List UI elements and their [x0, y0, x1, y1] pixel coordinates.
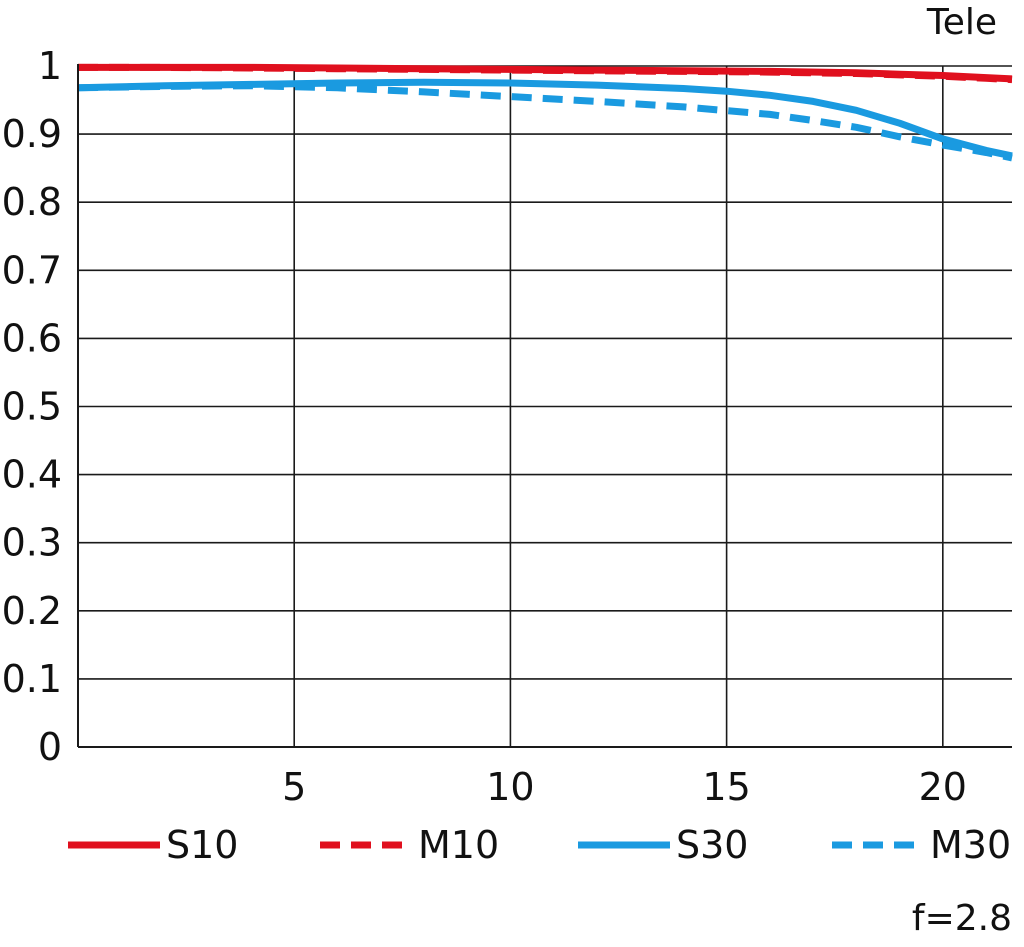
x-tick-label: 5 — [282, 765, 306, 809]
y-tick-label: 0.7 — [2, 248, 62, 292]
y-tick-label: 0.5 — [2, 385, 62, 429]
aperture-annotation: f=2.8 — [912, 898, 1012, 939]
series-line-m30 — [77, 82, 1013, 162]
y-tick-label: 0.4 — [2, 453, 62, 497]
y-tick-label: 0.2 — [2, 589, 62, 633]
legend-label-s10: S10 — [166, 823, 238, 867]
y-tick-label: 0.8 — [2, 180, 62, 224]
y-tick-label: 0.1 — [2, 657, 62, 701]
chart-title: Tele — [926, 2, 997, 43]
y-tick-label: 0.9 — [2, 112, 62, 156]
y-tick-label: 1 — [38, 44, 62, 88]
x-tick-label: 20 — [919, 765, 967, 809]
legend-label-m30: M30 — [930, 823, 1011, 867]
x-tick-labels: 5 10 15 20 — [282, 765, 967, 809]
grid — [78, 65, 1012, 748]
series-line-m10 — [78, 63, 1013, 84]
x-tick-label: 10 — [486, 765, 534, 809]
legend-label-s30: S30 — [676, 823, 748, 867]
y-tick-label: 0.3 — [2, 521, 62, 565]
legend-label-m10: M10 — [418, 823, 499, 867]
y-tick-label: 0 — [38, 725, 62, 769]
y-tick-labels: 0 0.1 0.2 0.3 0.4 0.5 0.6 0.7 0.8 0.9 1 — [2, 44, 62, 769]
series-lines — [77, 63, 1013, 162]
y-tick-label: 0.6 — [2, 316, 62, 360]
series-line-s30 — [77, 78, 1013, 160]
axes — [77, 64, 1012, 748]
legend: S10 M10 S30 M30 — [68, 823, 1011, 867]
x-tick-label: 15 — [702, 765, 750, 809]
